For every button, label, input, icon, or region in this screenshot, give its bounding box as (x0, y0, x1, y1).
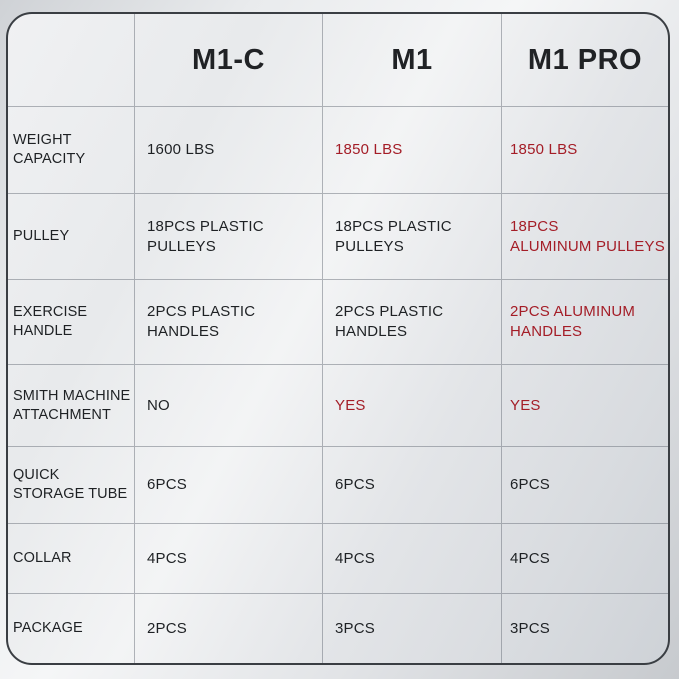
row-label-package: PACKAGE (8, 593, 134, 663)
column-header-m1-pro: M1 PRO (501, 14, 668, 106)
value-cell: 6PCS (322, 446, 501, 523)
value-cell: 18PCS ALUMINUM PULLEYS (501, 193, 668, 279)
value-cell: NO (134, 364, 322, 446)
value-cell: 18PCS PLASTIC PULLEYS (322, 193, 501, 279)
row-label-weight-capacity: WEIGHT CAPACITY (8, 106, 134, 193)
value-cell: 18PCS PLASTIC PULLEYS (134, 193, 322, 279)
value-cell: 4PCS (134, 523, 322, 593)
value-cell: 6PCS (501, 446, 668, 523)
value-cell: YES (501, 364, 668, 446)
column-header-m1: M1 (322, 14, 501, 106)
row-label-quick-storage-tube: QUICK STORAGE TUBE (8, 446, 134, 523)
value-cell: 1850 LBS (322, 106, 501, 193)
row-label-smith-machine-attachment: SMITH MACHINE ATTACHMENT (8, 364, 134, 446)
value-cell: 4PCS (322, 523, 501, 593)
value-cell: 4PCS (501, 523, 668, 593)
value-cell: 2PCS PLASTIC HANDLES (134, 279, 322, 364)
column-header-m1c: M1-C (134, 14, 322, 106)
row-label-exercise-handle: EXERCISE HANDLE (8, 279, 134, 364)
value-cell: 6PCS (134, 446, 322, 523)
value-cell: 1600 LBS (134, 106, 322, 193)
value-cell: 1850 LBS (501, 106, 668, 193)
header-empty-cell (8, 14, 134, 106)
value-cell: 2PCS ALUMINUM HANDLES (501, 279, 668, 364)
value-cell: 2PCS PLASTIC HANDLES (322, 279, 501, 364)
comparison-table: M1-C M1 M1 PRO WEIGHT CAPACITY 1600 LBS … (6, 12, 670, 665)
value-cell: 3PCS (501, 593, 668, 663)
value-cell: 2PCS (134, 593, 322, 663)
value-cell: 3PCS (322, 593, 501, 663)
value-cell: YES (322, 364, 501, 446)
row-label-pulley: PULLEY (8, 193, 134, 279)
row-label-collar: COLLAR (8, 523, 134, 593)
